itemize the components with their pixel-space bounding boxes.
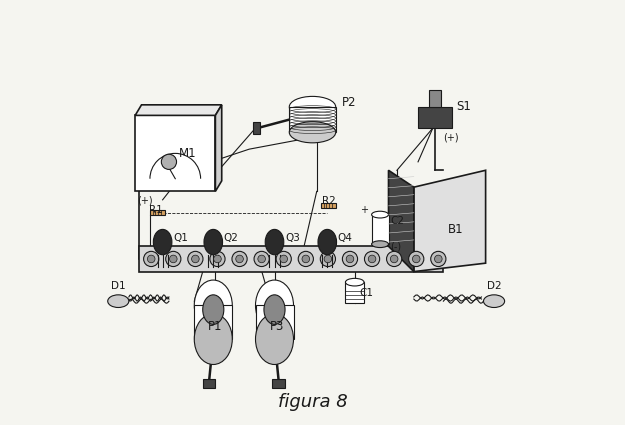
Text: P1: P1 [208, 320, 222, 333]
Text: B1: B1 [448, 223, 464, 236]
Ellipse shape [346, 278, 364, 286]
Circle shape [412, 255, 420, 263]
Polygon shape [389, 170, 414, 272]
Circle shape [368, 255, 376, 263]
Circle shape [276, 251, 291, 266]
Bar [289, 107, 336, 132]
Circle shape [342, 251, 357, 266]
Circle shape [280, 255, 288, 263]
Bar [150, 210, 165, 215]
Text: S1: S1 [456, 100, 471, 113]
Bar [418, 107, 452, 128]
Circle shape [324, 255, 332, 263]
Circle shape [346, 255, 354, 263]
Text: M1: M1 [179, 147, 197, 160]
Circle shape [161, 154, 176, 170]
Bar [253, 122, 260, 134]
Ellipse shape [372, 241, 389, 247]
Ellipse shape [289, 122, 336, 143]
Bar [194, 306, 232, 339]
Ellipse shape [204, 230, 222, 255]
Ellipse shape [265, 230, 284, 255]
Text: Q3: Q3 [285, 233, 300, 243]
Bar [256, 306, 294, 339]
Circle shape [214, 255, 221, 263]
Text: Q2: Q2 [224, 233, 239, 243]
Bar [135, 116, 216, 191]
Circle shape [302, 255, 309, 263]
Circle shape [409, 251, 424, 266]
Text: Q4: Q4 [338, 233, 352, 243]
Bar [372, 215, 389, 244]
Text: Q1: Q1 [173, 233, 188, 243]
Ellipse shape [202, 295, 224, 324]
Text: R2: R2 [322, 196, 336, 206]
Text: R1: R1 [149, 205, 163, 215]
Circle shape [298, 251, 313, 266]
Circle shape [431, 251, 446, 266]
Text: C2: C2 [391, 216, 404, 226]
Text: C1: C1 [359, 288, 373, 298]
Ellipse shape [194, 314, 232, 365]
Ellipse shape [256, 280, 294, 331]
Circle shape [148, 255, 155, 263]
Text: figura 8: figura 8 [278, 393, 348, 411]
Circle shape [434, 255, 442, 263]
Ellipse shape [256, 314, 294, 365]
Circle shape [386, 251, 402, 266]
Bar [321, 203, 336, 208]
Ellipse shape [484, 295, 504, 308]
Text: (+): (+) [443, 132, 459, 142]
Circle shape [391, 255, 398, 263]
Circle shape [236, 255, 243, 263]
Ellipse shape [289, 96, 336, 117]
Polygon shape [135, 105, 222, 116]
Polygon shape [414, 170, 486, 272]
Text: (+): (+) [138, 196, 153, 206]
Polygon shape [216, 105, 222, 191]
Circle shape [192, 255, 199, 263]
Text: P3: P3 [269, 320, 284, 333]
Circle shape [166, 251, 181, 266]
Text: (-): (-) [391, 241, 402, 251]
Text: +: + [360, 205, 368, 215]
Circle shape [232, 251, 247, 266]
Circle shape [254, 251, 269, 266]
Ellipse shape [107, 295, 129, 308]
Bar [139, 246, 443, 272]
Circle shape [258, 255, 266, 263]
Ellipse shape [194, 280, 232, 331]
Text: P2: P2 [342, 96, 356, 109]
Circle shape [188, 251, 203, 266]
Circle shape [169, 255, 177, 263]
Circle shape [320, 251, 336, 266]
Text: D1: D1 [111, 280, 126, 291]
Bar [346, 282, 364, 303]
Circle shape [144, 251, 159, 266]
Circle shape [210, 251, 225, 266]
Ellipse shape [153, 230, 172, 255]
Ellipse shape [318, 230, 337, 255]
Ellipse shape [264, 295, 285, 324]
Bar [272, 379, 285, 388]
Ellipse shape [372, 211, 389, 218]
Circle shape [364, 251, 379, 266]
Bar [202, 379, 216, 388]
Bar [429, 90, 441, 107]
Text: D2: D2 [487, 280, 501, 291]
